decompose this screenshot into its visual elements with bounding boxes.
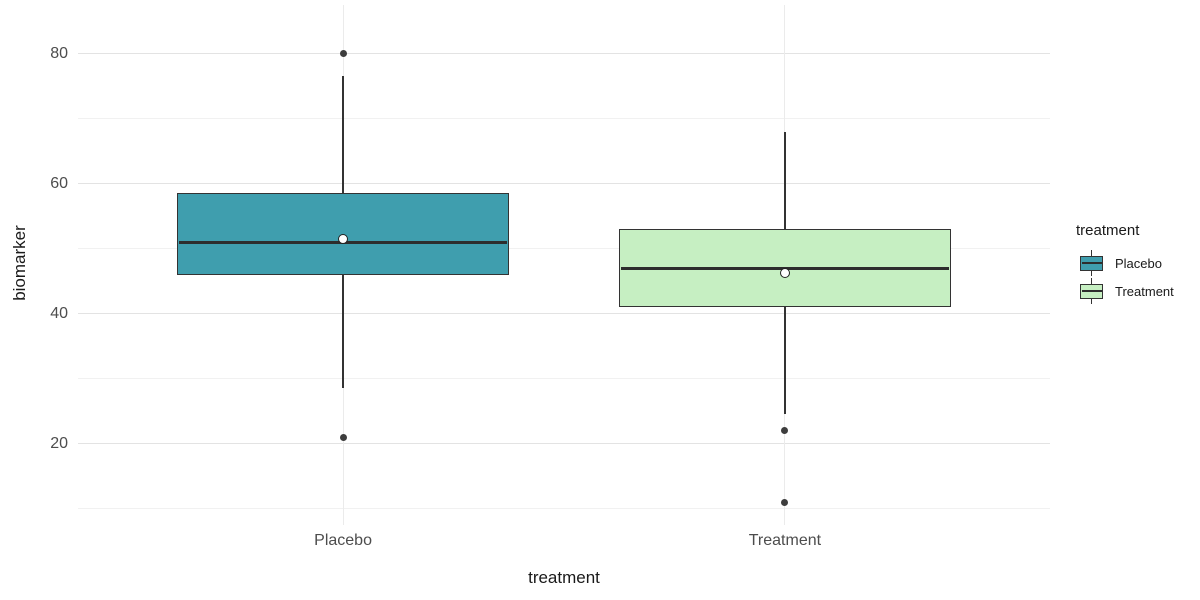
outlier-point-treatment [781,498,789,506]
y-tick-label-20: 20 [50,434,68,452]
x-tick-label-treatment: Treatment [748,532,822,549]
y-tick-label-40: 40 [50,304,68,322]
legend-entry-label: Treatment [1115,283,1174,299]
legend-entry-placebo: Placebo [1062,249,1200,277]
outlier-point-treatment [781,427,789,435]
gridline-minor [78,248,1050,250]
legend-entry-label: Placebo [1115,255,1162,271]
gridline-major [78,313,1050,315]
y-tick-label-80: 80 [50,44,68,62]
legend-entries: Placebo Treatment [1062,249,1200,305]
legend-key-boxplot-icon [1080,278,1103,304]
gridline-major [78,53,1050,55]
outlier-point-placebo [339,433,347,441]
gridline-minor [78,118,1050,120]
gridline-minor [78,508,1050,509]
y-axis-title: biomarker [10,225,29,301]
outlier-point-placebo [339,50,347,58]
y-tick-label-60: 60 [50,174,68,192]
x-tick-label-placebo: Placebo [314,532,372,549]
legend-title: treatment [1076,222,1140,239]
legend-key-median [1081,290,1102,292]
median-line-treatment [620,266,950,270]
legend: treatment Placebo Treatment [1062,220,1200,305]
gridline-minor [78,378,1050,380]
mean-point-placebo [338,233,349,244]
gridline-major [78,183,1050,185]
gridline-major [78,443,1050,445]
legend-key-boxplot-icon [1080,250,1103,276]
mean-point-treatment [779,268,790,279]
legend-key-median [1081,262,1102,264]
legend-entry-treatment: Treatment [1062,277,1200,305]
x-axis-title: treatment [528,568,600,587]
